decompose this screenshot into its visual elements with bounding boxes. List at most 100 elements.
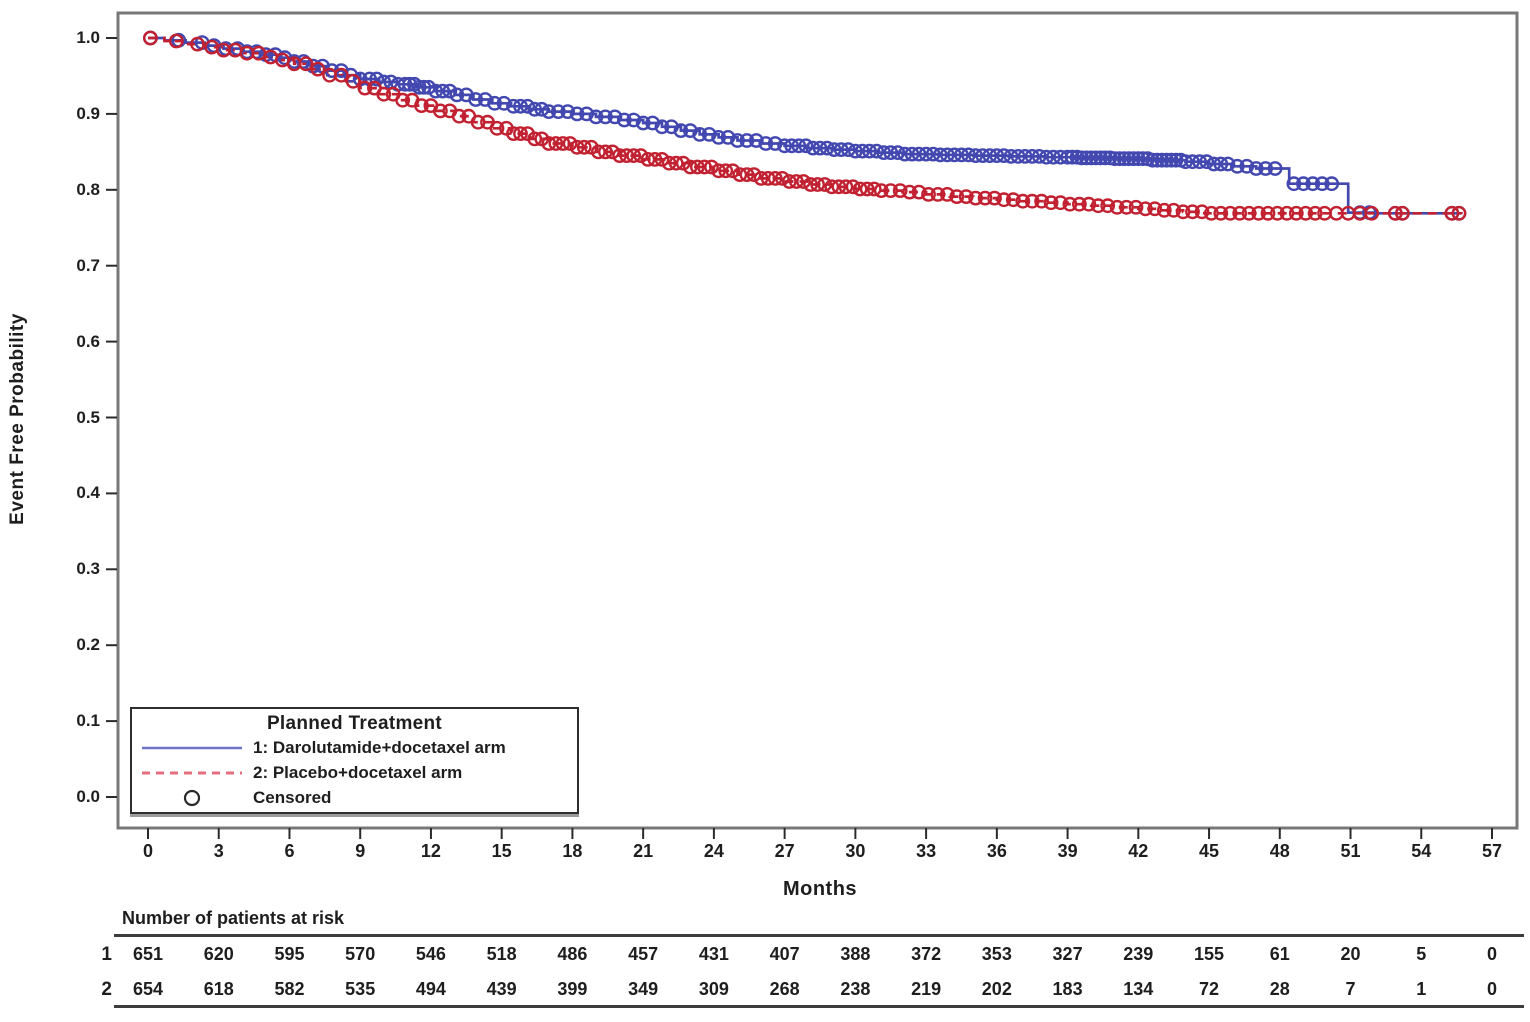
censor-mark-arm2 xyxy=(576,139,592,155)
risk-cell: 582 xyxy=(274,979,305,999)
censor-mark-arm1 xyxy=(1017,148,1033,164)
censor-mark-arm2 xyxy=(612,148,627,164)
censor-mark-arm1 xyxy=(588,109,604,125)
censor-mark-arm1 xyxy=(477,92,493,107)
censor-mark-arm2 xyxy=(1081,196,1097,212)
risk-table-header: Number of patients at risk xyxy=(122,908,345,928)
censor-mark-arm1 xyxy=(664,119,679,135)
risk-cell: 570 xyxy=(345,944,376,964)
censor-mark-arm2 xyxy=(555,136,571,151)
x-tick-label: 6 xyxy=(284,841,295,861)
censor-mark-arm1 xyxy=(777,138,792,154)
censor-mark-arm1 xyxy=(911,146,927,162)
censor-mark-arm2 xyxy=(883,183,899,199)
plot-frame xyxy=(116,11,1519,830)
risk-cell: 407 xyxy=(769,944,800,964)
censor-mark-arm1 xyxy=(449,87,465,103)
censor-mark-arm2 xyxy=(395,92,411,108)
censor-mark-arm2 xyxy=(767,170,783,186)
censor-mark-arm2 xyxy=(718,163,734,179)
censor-mark-arm2 xyxy=(949,189,965,205)
censor-mark-arm1 xyxy=(826,142,842,158)
censor-mark-arm1 xyxy=(883,145,899,161)
censor-mark-arm2 xyxy=(1090,198,1106,214)
censor-mark-arm1 xyxy=(435,83,451,99)
censor-mark-arm2 xyxy=(647,151,663,167)
censor-mark-arm1 xyxy=(1116,151,1132,167)
censor-mark-arm1 xyxy=(975,148,991,164)
censor-mark-arm1 xyxy=(1192,154,1208,170)
censor-mark-arm2 xyxy=(668,155,684,171)
censor-mark-arm1 xyxy=(397,76,413,92)
risk-cell: 654 xyxy=(132,979,164,999)
censor-mark-arm2 xyxy=(987,190,1002,206)
censor-mark-arm2 xyxy=(548,136,564,151)
censor-mark-arm1 xyxy=(918,146,934,162)
censor-mark-arm2 xyxy=(796,174,811,189)
risk-cell: 439 xyxy=(486,979,517,999)
censor-mark-arm2 xyxy=(859,181,875,197)
censor-mark-arm2 xyxy=(746,167,762,183)
censor-mark-arm1 xyxy=(616,112,632,128)
censor-mark-arm2 xyxy=(626,148,642,164)
risk-cell: 238 xyxy=(840,979,871,999)
censor-mark-arm1 xyxy=(812,140,828,156)
censor-mark-arm1 xyxy=(767,136,783,151)
risk-cell: 0 xyxy=(1486,944,1497,964)
censor-mark-arm2 xyxy=(682,159,698,175)
censor-mark-arm2 xyxy=(810,177,825,192)
legend-label-arm1: 1: Darolutamide+docetaxel arm xyxy=(253,737,506,757)
censor-mark-arm1 xyxy=(876,145,892,161)
censor-mark-arm1 xyxy=(692,126,708,142)
censor-mark-arm2 xyxy=(739,167,755,183)
censor-mark-arm2 xyxy=(1053,195,1068,211)
risk-cell: 28 xyxy=(1269,979,1290,999)
risk-cell: 388 xyxy=(840,944,871,964)
censor-mark-arm2 xyxy=(1194,204,1210,220)
censor-mark-arm2 xyxy=(817,177,833,192)
censor-mark-arm1 xyxy=(428,83,444,99)
x-axis-title: Months xyxy=(782,878,858,900)
censor-mark-arm2 xyxy=(1005,192,1021,208)
x-tick-label: 51 xyxy=(1340,841,1361,861)
censor-mark-arm1 xyxy=(954,147,969,163)
legend-item-censored: Censored xyxy=(140,785,577,810)
censor-mark-arm2 xyxy=(789,174,804,189)
censor-mark-arm1 xyxy=(1324,176,1340,192)
censor-mark-arm1 xyxy=(1314,176,1330,192)
censor-mark-arm2 xyxy=(1109,199,1125,215)
censor-mark-arm1 xyxy=(541,104,557,120)
censor-mark-arm1 xyxy=(1229,158,1245,174)
x-tick-label: 9 xyxy=(355,841,366,861)
censor-mark-arm2 xyxy=(1128,199,1144,215)
x-tick-label: 45 xyxy=(1199,841,1220,861)
censor-mark-arm1 xyxy=(1145,152,1160,168)
risk-cell: 20 xyxy=(1340,944,1361,964)
censor-mark-arm2 xyxy=(866,181,882,197)
censor-mark-arm1 xyxy=(1121,151,1137,167)
censor-mark-arm2 xyxy=(781,174,797,189)
censor-mark-arm2 xyxy=(803,177,818,192)
censored-circle-icon xyxy=(183,789,201,806)
censor-mark-arm2 xyxy=(432,103,448,119)
censor-mark-arm2 xyxy=(977,190,993,206)
censor-mark-arm2 xyxy=(591,144,606,160)
risk-cell: 431 xyxy=(698,944,729,964)
x-tick-label: 0 xyxy=(142,841,153,861)
censor-mark-arm2 xyxy=(1387,205,1403,221)
risk-cell: 535 xyxy=(345,979,376,999)
risk-cell: 268 xyxy=(769,979,800,999)
censor-mark-arm1 xyxy=(1185,154,1200,170)
x-tick-label: 42 xyxy=(1128,841,1149,861)
censor-mark-arm2 xyxy=(774,170,790,186)
censor-mark-arm2 xyxy=(333,67,349,83)
censor-mark-arm2 xyxy=(1270,205,1285,221)
x-tick-label: 18 xyxy=(562,841,583,861)
censor-mark-arm1 xyxy=(730,133,745,148)
risk-cell: 353 xyxy=(981,944,1012,964)
legend-box: Planned Treatment 1: Darolutamide+doceta… xyxy=(130,707,579,814)
censor-mark-arm2 xyxy=(1251,205,1267,221)
censor-mark-arm2 xyxy=(939,186,955,202)
censor-mark-arm1 xyxy=(402,76,418,92)
censor-mark-arm2 xyxy=(845,179,861,195)
